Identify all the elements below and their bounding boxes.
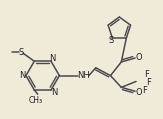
Text: S: S <box>18 48 24 57</box>
Text: CH₃: CH₃ <box>29 96 43 104</box>
Text: F: F <box>146 78 151 87</box>
Text: N: N <box>19 71 25 80</box>
Text: S: S <box>109 36 114 45</box>
Text: O: O <box>136 88 142 97</box>
Text: F: F <box>142 86 147 95</box>
Text: N: N <box>51 88 57 97</box>
Text: N: N <box>49 54 55 63</box>
Text: NH: NH <box>78 71 90 80</box>
Text: O: O <box>136 53 142 62</box>
Text: F: F <box>144 70 149 79</box>
